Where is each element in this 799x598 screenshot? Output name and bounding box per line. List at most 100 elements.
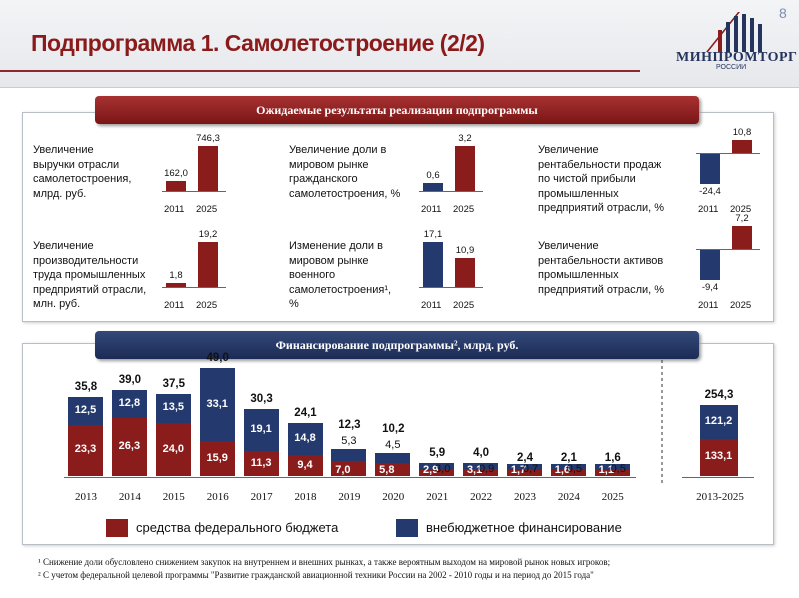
year-label: 2017: [250, 491, 273, 503]
total-label: 24,1: [294, 406, 317, 419]
page-number: 8: [779, 5, 787, 21]
year-label: 2019: [338, 491, 361, 503]
year-summary: 2013-2025: [696, 491, 744, 503]
year-label: 2018: [294, 491, 317, 503]
value-summary-extra: 121,2: [704, 414, 733, 427]
result-label-line: Изменение доли в: [289, 240, 383, 252]
result-label-line: Увеличение: [538, 144, 599, 156]
value-federal: 1,1: [598, 464, 614, 476]
bar-extra: [199, 368, 235, 441]
total-label: 1,6: [604, 452, 621, 464]
result-label-line: предприятий отрасли, %: [538, 202, 665, 214]
year-label: 2024: [557, 491, 580, 503]
bar-extra: [463, 463, 499, 470]
total-label: 37,5: [162, 377, 185, 390]
result-axis: [419, 287, 483, 288]
bar-federal: [594, 470, 630, 476]
bar-summary-extra: [700, 404, 738, 439]
result-label: Увеличение доли в мировом рынке гражданско…: [289, 143, 400, 201]
bar-extra: [68, 397, 103, 425]
result-bar: [423, 182, 443, 191]
bar-extra: [375, 453, 411, 464]
result-bar: [455, 146, 475, 191]
chart-axis: [64, 477, 636, 478]
results-banner: Ожидаемые результаты реализации подпрогр…: [95, 96, 699, 124]
bar-federal: [550, 470, 586, 476]
year-label: 2025: [601, 491, 624, 503]
total-label: 49,0: [206, 352, 229, 365]
year-label: 2022: [470, 491, 493, 503]
year-label: 2023: [514, 491, 536, 503]
value-extra: 0,7: [522, 463, 539, 475]
result-axis: [162, 191, 226, 192]
bar-federal: [155, 423, 191, 476]
result-year: 2011: [164, 204, 185, 215]
result-label-line: Увеличение: [33, 144, 94, 156]
financing-panel: [22, 343, 774, 545]
result-bar: [198, 242, 218, 287]
value-extra: 0,5: [610, 463, 626, 475]
result-value: 1,8: [169, 269, 183, 281]
result-label-line: млн. руб.: [33, 298, 81, 310]
result-year: 2025: [453, 204, 475, 215]
legend-label-extra: внебюджетное финансирование: [426, 520, 622, 535]
footnote-1: ¹ Снижение доли обусловлено снижением за…: [38, 557, 611, 567]
result-year: 2011: [164, 300, 185, 311]
result-label-line: Увеличение: [538, 240, 599, 252]
result-year: 2011: [421, 300, 442, 311]
result-label-line: по чистой прибыли: [538, 173, 636, 185]
bar-extra: [419, 463, 455, 470]
result-label-line: предприятий отрасли, %: [538, 283, 665, 296]
title-underline: [0, 70, 640, 72]
bar-summary-federal: [700, 438, 738, 476]
result-label-line: млрд. руб.: [33, 187, 87, 200]
result-label: Увеличение рентабельности продаж по чистой…: [538, 143, 664, 216]
bar-extra: [155, 393, 191, 424]
result-label-line: самолетостроения¹,: [289, 283, 392, 296]
result-label-line: предприятий отрасли,: [33, 283, 147, 296]
value-extra: 3,0: [435, 463, 451, 475]
result-label-line: Увеличение доли в: [289, 144, 387, 156]
header: Подпрограмма 1. Самолетостроение (2/2) 8…: [0, 0, 799, 88]
value-extra: 12,5: [74, 403, 97, 416]
bar-extra: [111, 389, 147, 419]
result-year: 2025: [196, 300, 218, 311]
ministry-logo-icon: [706, 12, 762, 52]
legend-swatch-federal: [106, 519, 128, 537]
result-label-line: труда промышленных: [33, 269, 146, 281]
value-federal: 1,6: [554, 464, 571, 476]
year-label: 2014: [118, 491, 141, 503]
value-extra: 0,9: [478, 463, 495, 475]
result-year: 2025: [453, 300, 475, 311]
result-label-line: мировом рынке: [289, 254, 369, 267]
result-bar: [198, 146, 218, 191]
total-label: 30,3: [250, 393, 273, 406]
result-label-line: выручки отрасли: [33, 158, 120, 171]
result-bar: [166, 181, 186, 191]
value-federal: 7,0: [335, 464, 351, 476]
summary-divider: [661, 360, 663, 486]
result-label: Изменение доли в мировом рынке военного сам…: [289, 239, 391, 312]
result-value: 746,3: [196, 133, 220, 144]
result-axis: [419, 191, 483, 192]
value-extra: 19,1: [250, 423, 272, 436]
result-bar: [732, 139, 752, 153]
value-extra: 12,8: [118, 397, 141, 410]
result-value: 19,2: [198, 229, 218, 240]
year-label: 2016: [206, 491, 229, 503]
bar-extra: [331, 448, 367, 461]
page-title: Подпрограмма 1. Самолетостроение (2/2): [31, 30, 485, 56]
result-year: 2011: [421, 204, 442, 215]
value-federal: 23,3: [74, 443, 97, 456]
total-label: 10,2: [382, 423, 405, 436]
result-value: 162,0: [164, 168, 188, 180]
total-label: 2,4: [517, 452, 533, 464]
result-axis: [696, 153, 760, 154]
results-panel: [22, 112, 774, 322]
value-federal: 11,3: [250, 456, 272, 469]
value-extra: 5,3: [341, 434, 357, 447]
bar-federal: [463, 469, 499, 476]
result-value: -24,4: [699, 186, 721, 197]
bar-extra: [507, 464, 542, 470]
result-label-line: военного: [289, 269, 336, 281]
